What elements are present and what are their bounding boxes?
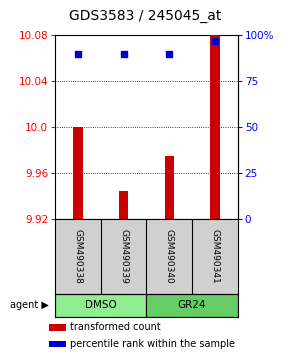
Text: agent ▶: agent ▶ xyxy=(10,300,49,310)
Text: transformed count: transformed count xyxy=(70,322,161,332)
Bar xyxy=(55,294,146,317)
Text: GR24: GR24 xyxy=(178,300,206,310)
Text: GSM490341: GSM490341 xyxy=(211,229,220,284)
Text: GSM490338: GSM490338 xyxy=(73,229,82,284)
Bar xyxy=(210,35,220,219)
Bar xyxy=(119,191,128,219)
Bar xyxy=(165,156,174,219)
Text: GSM490339: GSM490339 xyxy=(119,229,128,284)
Text: GDS3583 / 245045_at: GDS3583 / 245045_at xyxy=(69,9,221,23)
Text: percentile rank within the sample: percentile rank within the sample xyxy=(70,339,235,349)
Text: DMSO: DMSO xyxy=(85,300,117,310)
Bar xyxy=(73,127,82,219)
Bar xyxy=(49,324,66,331)
Bar xyxy=(146,294,238,317)
Text: GSM490340: GSM490340 xyxy=(165,229,174,284)
Bar xyxy=(49,341,66,347)
